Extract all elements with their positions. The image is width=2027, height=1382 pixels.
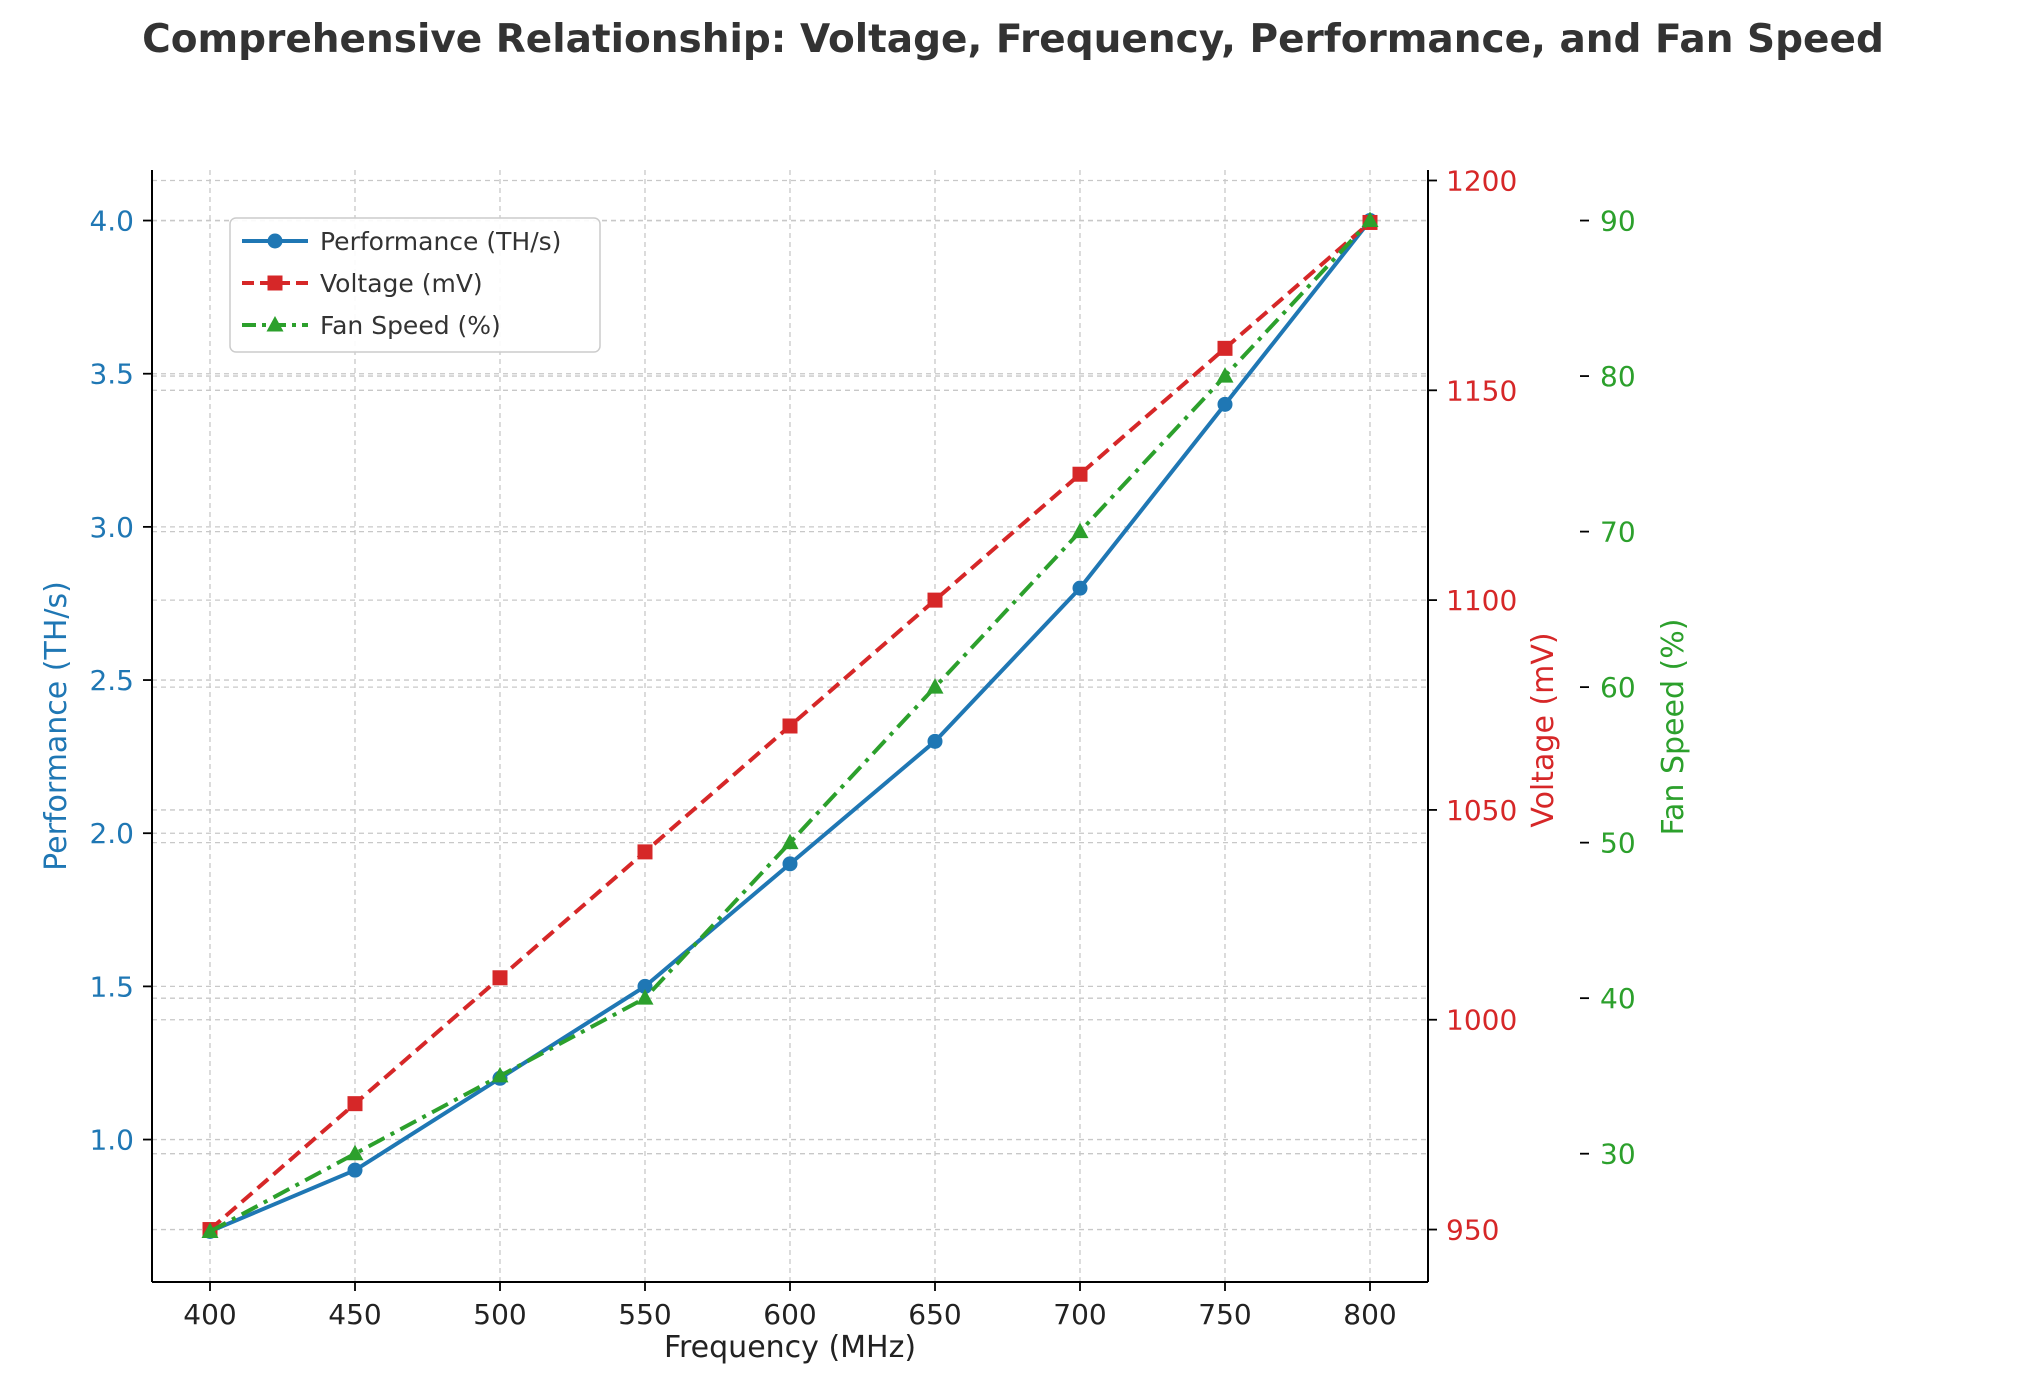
data-point-performance (927, 733, 943, 749)
data-point-fan (201, 1222, 219, 1238)
series-fan (201, 211, 1379, 1238)
x-tick-label: 450 (328, 1298, 381, 1331)
x-tick-label: 400 (183, 1298, 236, 1331)
data-point-voltage (1217, 340, 1233, 356)
series-performance (202, 213, 1378, 1239)
data-point-fan (491, 1066, 509, 1083)
fan-tick-label: 30 (1600, 1138, 1636, 1171)
legend-marker-performance (267, 233, 283, 249)
legend-label-fan: Fan Speed (%) (320, 311, 501, 340)
performance-tick-label: 2.5 (89, 664, 134, 697)
data-point-voltage (492, 970, 508, 986)
data-point-fan (926, 678, 944, 694)
performance-axis-label: Performance (TH/s) (39, 581, 74, 871)
data-point-performance (782, 856, 798, 872)
x-tick-label: 700 (1053, 1298, 1106, 1331)
series-layer (201, 211, 1379, 1239)
data-point-performance (1217, 396, 1233, 412)
x-tick-label: 500 (473, 1298, 526, 1331)
voltage-axis-label: Voltage (mV) (1526, 632, 1561, 827)
voltage-tick-label: 1000 (1446, 1004, 1517, 1037)
fan-tick-label: 40 (1600, 982, 1636, 1015)
data-point-fan (636, 989, 654, 1005)
series-line-fan (209, 219, 1372, 1234)
x-axis-label: Frequency (MHz) (664, 1330, 916, 1365)
performance-tick-label: 4.0 (89, 205, 134, 238)
fan-tick-label: 90 (1600, 205, 1636, 238)
voltage-tick-label: 950 (1446, 1214, 1499, 1247)
legend-entry-voltage: Voltage (mV) (242, 269, 483, 298)
data-point-voltage (637, 844, 653, 860)
voltage-tick-label: 1100 (1446, 584, 1517, 617)
fan-tick-label: 60 (1600, 671, 1636, 704)
performance-tick-label: 2.0 (89, 817, 134, 850)
data-point-fan (1071, 522, 1089, 539)
legend-marker-fan (266, 316, 284, 332)
performance-tick-label: 3.5 (89, 358, 134, 391)
x-tick-label: 600 (763, 1298, 816, 1331)
performance-tick-label: 3.0 (89, 511, 134, 544)
fan-axis-label: Fan Speed (%) (1656, 619, 1691, 836)
fan-tick-label: 80 (1600, 360, 1636, 393)
data-point-performance (637, 978, 653, 994)
voltage-tick-label: 1200 (1446, 164, 1517, 197)
data-point-voltage (1072, 466, 1088, 482)
performance-tick-label: 1.5 (89, 970, 134, 1003)
x-tick-label: 650 (908, 1298, 961, 1331)
voltage-tick-label: 1050 (1446, 794, 1517, 827)
data-point-voltage (347, 1096, 363, 1112)
legend-entry-fan: Fan Speed (%) (242, 311, 501, 340)
legend-label-voltage: Voltage (mV) (320, 269, 483, 298)
legend-entry-performance: Performance (TH/s) (242, 227, 561, 256)
x-tick-label: 800 (1343, 1298, 1396, 1331)
axes: 400 450 500 550 600 650 700 750 800 1.0 1.5 2.0 2.5 3… (39, 164, 1691, 1331)
fan-tick-label: 50 (1600, 827, 1636, 860)
data-point-voltage (927, 592, 943, 608)
data-point-performance (347, 1162, 363, 1178)
data-point-fan (1361, 211, 1379, 228)
data-point-voltage (782, 718, 798, 734)
voltage-tick-label: 1150 (1446, 374, 1517, 407)
legend-label-performance: Performance (TH/s) (320, 227, 561, 256)
legend-marker-voltage (267, 275, 283, 291)
x-tick-label: 750 (1198, 1298, 1251, 1331)
fan-tick-label: 70 (1600, 516, 1636, 549)
performance-tick-label: 1.0 (89, 1124, 134, 1157)
chart-title: Comprehensive Relationship: Voltage, Fre… (142, 17, 1884, 62)
data-point-performance (1072, 580, 1088, 596)
legend: Performance (TH/s) Voltage (mV) Fan Speed … (229, 217, 601, 353)
grid (152, 170, 1428, 1282)
x-tick-label: 550 (618, 1298, 671, 1331)
data-point-fan (346, 1144, 364, 1161)
legend-box (229, 217, 601, 353)
data-point-fan (781, 833, 799, 850)
data-point-fan (1216, 367, 1234, 383)
